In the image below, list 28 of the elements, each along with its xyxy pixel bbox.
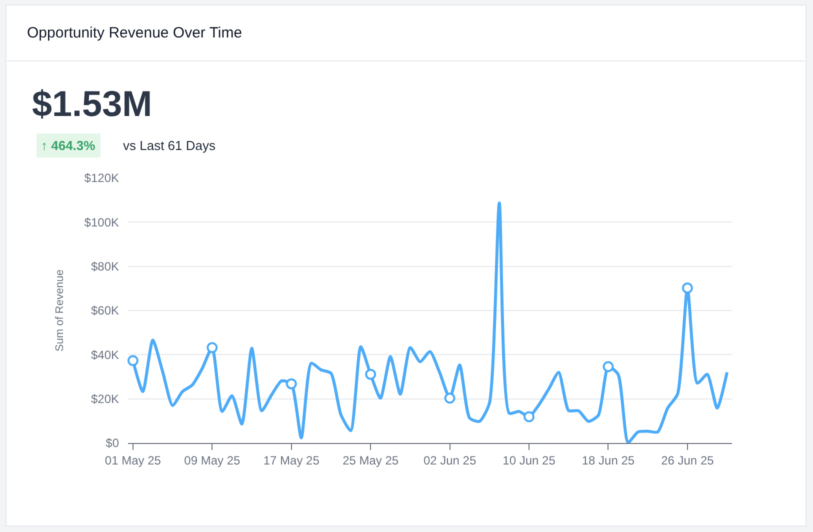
point (444, 392, 456, 404)
point (286, 378, 297, 390)
x-tick-label: 10 Jun 25 (502, 453, 556, 468)
y-tick-label: $80K (90, 260, 119, 274)
x-tick-label: 18 Jun 25 (582, 453, 635, 468)
text: ↑ 464.3% (41, 138, 96, 153)
text: $1.53M (32, 83, 152, 124)
y-tick-label: $40K (90, 348, 119, 362)
y-tick-label: $120K (84, 171, 119, 186)
x-tick-label: 26 Jun 25 (661, 453, 714, 468)
y-tick-label: $100K (84, 215, 119, 230)
point (206, 342, 218, 354)
y-axis-title: Sum of Revenue (54, 270, 66, 352)
point (127, 355, 138, 366)
point (524, 411, 535, 422)
y-tick-label: $20K (90, 392, 119, 406)
point (682, 282, 693, 294)
y-tick-label: $60K (90, 304, 119, 318)
x-tick-label: 25 May 25 (342, 453, 399, 468)
point (365, 368, 376, 380)
x-tick-label: 02 Jun 25 (423, 453, 476, 468)
x-tick-label: 17 May 25 (263, 453, 320, 468)
chart-title: Opportunity Revenue Over Time (27, 24, 242, 42)
text: vs Last 61 Days (123, 138, 216, 153)
point (602, 361, 614, 372)
x-tick-label: 09 May 25 (184, 453, 240, 468)
x-tick-label: 01 May 25 (104, 453, 162, 468)
y-tick-label: $0 (106, 436, 120, 450)
